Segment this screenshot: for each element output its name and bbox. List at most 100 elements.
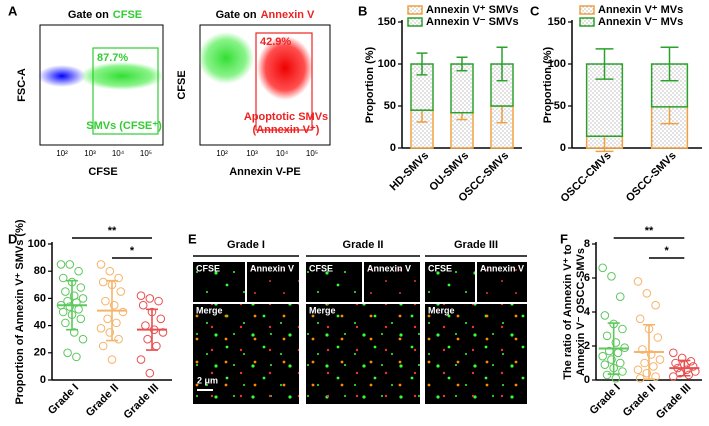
panel-label: C [530,3,540,18]
data-point [145,294,155,303]
data-point [61,318,70,328]
data-point [74,304,83,314]
x-tick-label: 10⁴ [112,149,125,158]
data-point [96,260,106,269]
x-tick-label: OSCC-SMVs [624,150,679,205]
data-point [598,351,607,361]
image [306,262,362,302]
data-point [61,287,70,296]
y-axis-label: Annexin V⁻ OSCC-SMVs [575,248,587,376]
y-axis-label: CFSE [176,70,188,99]
channel-label: CFSE [196,263,220,273]
legend-swatch [407,17,423,27]
data-point [152,341,161,351]
data-point [105,266,115,276]
data-point [635,374,645,383]
gate-label: SMVs (CFSE⁺) [86,120,162,132]
data-point [615,292,625,302]
data-point [669,372,678,381]
data-point [112,318,121,328]
x-tick-label: 10³ [84,149,96,158]
y-tick-label: 100 [548,58,566,70]
x-tick-label: Grade II [621,382,658,419]
data-point [607,272,616,281]
y-tick-label: 100 [378,58,396,70]
data-point [638,345,647,354]
data-point [114,273,123,283]
x-axis-label: Annexin V-PE [229,166,301,178]
y-tick-label: 20 [34,347,46,359]
data-point [600,311,610,320]
data-point [669,348,678,358]
legend-label: Annexin V⁻ MVs [598,16,683,28]
x-tick-label: Grade II [84,382,121,419]
data-point [103,314,112,324]
data-point [58,273,68,283]
y-tick-label: 2 [584,340,590,352]
panel-e: E Grade I CFSE Annexin V Merge 2 μm Grad… [188,231,527,404]
data-point [607,355,616,364]
channel-label: CFSE [428,263,452,273]
column-title: Grade III [454,239,498,251]
green-cloud [198,32,254,84]
significance-label: * [130,245,135,257]
data-point [600,360,610,370]
channel-label: CFSE [309,263,333,273]
data-point [655,355,665,364]
x-tick-label: 10² [56,149,68,158]
data-point [602,370,612,380]
merge-label: Merge [196,305,223,315]
y-axis-label: The ratio of Annexin V⁺ to [562,244,574,380]
data-point [58,307,68,317]
data-point [653,333,663,342]
image [247,262,299,302]
y-tick-label: 0 [40,374,46,386]
legend-swatch [579,17,595,27]
x-tick-label: 10⁴ [276,149,289,158]
data-point [611,338,621,347]
data-point [136,291,146,300]
column-title: Grade I [227,239,265,251]
data-point [671,358,680,368]
legend-label: Annexin V⁻ SMVs [426,16,519,28]
data-point [136,355,146,364]
title-gate: Annexin V [261,9,315,21]
x-axis-label: CFSE [88,166,117,178]
data-point [114,334,123,344]
y-tick-label: 150 [548,16,566,28]
legend-swatch [579,5,595,15]
panel-label: B [358,3,367,18]
significance-label: ** [108,225,117,237]
chart: F 0 2 4 6 8 The ratio of Annexin V⁺ to Annexin … [560,225,702,421]
data-point [78,294,88,303]
panel-label: F [560,231,568,246]
plot-title: Gate on Annexin V [216,9,315,21]
data-point [69,328,79,337]
image-overlay [425,304,527,404]
data-point [143,334,152,344]
image-column: Grade III CFSE Annexin V Merge [425,239,527,404]
data-point [688,362,698,371]
y-tick-label: 100 [28,238,46,250]
data-point [116,287,126,296]
data-point [646,350,656,359]
x-tick-label: HD-SMVs [388,150,431,193]
x-tick-label: 10² [216,149,228,158]
y-axis-label: Proportion (%) [364,46,376,123]
data-point [156,314,166,324]
y-tick-label: 40 [34,320,46,332]
data-point [101,296,110,306]
title-gate: CFSE [113,9,142,21]
merge-label: Merge [428,305,455,315]
gate-percent: 42.9% [260,36,291,48]
data-point [98,277,108,287]
title-prefix: Gate on [216,9,257,21]
data-point [109,300,119,310]
data-point [118,307,128,317]
significance-label: * [665,245,670,257]
data-point [78,334,88,344]
data-point [642,289,652,298]
y-tick-label: 50 [384,100,396,112]
y-tick-label: 4 [584,306,591,318]
x-tick-label: 10⁵ [306,149,318,158]
